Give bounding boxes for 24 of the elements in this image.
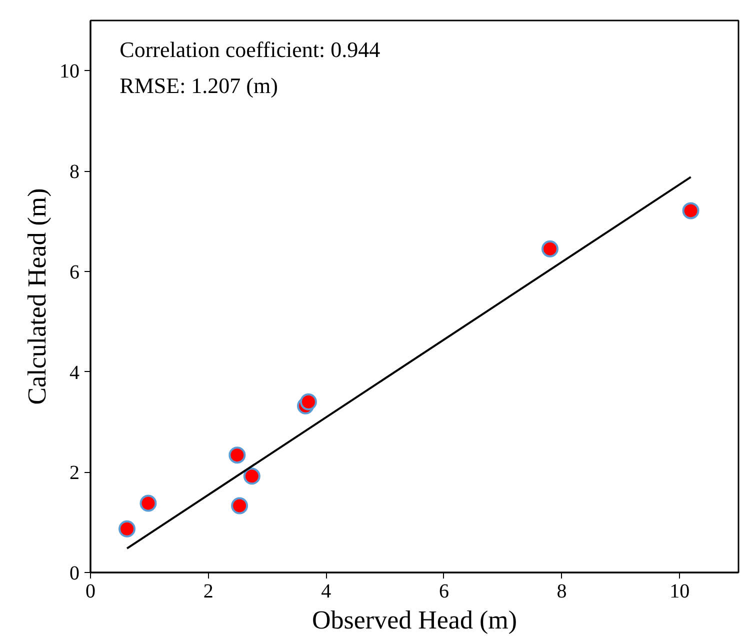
x-tick-label: 4: [321, 580, 332, 602]
x-tick-label: 10: [670, 580, 690, 602]
y-tick-label: 0: [70, 562, 80, 584]
point: [231, 497, 248, 514]
y-axis-title: Calculated Head (m): [22, 188, 52, 405]
x-tick-label: 6: [438, 580, 449, 602]
y-tick-label: 6: [70, 261, 80, 284]
y-tick-label: 4: [70, 362, 80, 384]
y-tick-label: 2: [70, 462, 80, 484]
x-tick-label: 8: [556, 580, 567, 602]
point: [140, 494, 157, 512]
y-tick-label: 10: [60, 60, 80, 83]
y-tick-label: 8: [70, 161, 80, 184]
annotation: Correlation coefficient: 0.944: [120, 36, 380, 62]
point: [300, 393, 317, 410]
point: [541, 240, 558, 258]
point: [682, 202, 700, 220]
x-axis-title: Observed Head (m): [312, 606, 518, 634]
point: [118, 520, 136, 538]
point: [243, 468, 260, 485]
point: [228, 446, 246, 464]
x-tick-label: 0: [86, 580, 96, 602]
annotation: RMSE: 1.207 (m): [120, 72, 278, 98]
x-tick-label: 2: [203, 580, 214, 602]
